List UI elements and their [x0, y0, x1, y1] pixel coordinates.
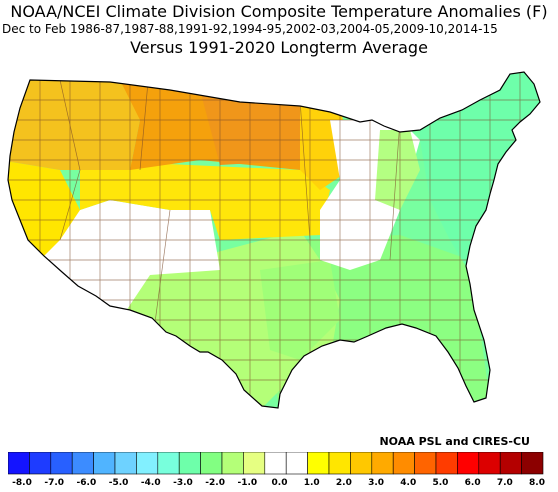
colorbar-swatch — [114, 452, 137, 475]
colorbar-swatch — [371, 452, 394, 475]
colorbar-swatch — [457, 452, 480, 475]
region-michigan — [375, 130, 420, 210]
colorbar-swatch — [521, 452, 544, 475]
colorbar-label: -7.0 — [44, 478, 64, 488]
colorbar-swatch — [50, 452, 73, 475]
colorbar-label: 2.0 — [336, 478, 352, 488]
colorbar-swatch — [221, 452, 244, 475]
map-subtitle-baseline: Versus 1991-2020 Longterm Average — [130, 38, 428, 57]
colorbar-swatch — [392, 452, 415, 475]
colorbar-swatch — [499, 452, 522, 475]
colorbar-label: -8.0 — [12, 478, 32, 488]
colorbar-label: 7.0 — [497, 478, 513, 488]
colorbar-swatch — [93, 452, 116, 475]
colorbar-swatch — [8, 452, 30, 475]
credit-label: NOAA PSL and CIRES-CU — [379, 435, 530, 448]
colorbar-swatch — [435, 452, 458, 475]
colorbar-label: -5.0 — [109, 478, 129, 488]
colorbar-swatch — [29, 452, 52, 475]
colorbar-swatch — [350, 452, 373, 475]
colorbar-swatch — [178, 452, 201, 475]
colorbar-label: 6.0 — [465, 478, 481, 488]
map-subtitle-years: Dec to Feb 1986-87,1987-88,1991-92,1994-… — [2, 22, 498, 36]
colorbar-swatch — [478, 452, 501, 475]
colorbar-label: -6.0 — [77, 478, 97, 488]
colorbar-swatch — [243, 452, 266, 475]
map-title: NOAA/NCEI Climate Division Composite Tem… — [10, 2, 548, 21]
colorbar-swatch — [264, 452, 287, 475]
colorbar-swatch — [414, 452, 437, 475]
colorbar-label: 3.0 — [368, 478, 384, 488]
colorbar-label: 4.0 — [400, 478, 416, 488]
colorbar-swatch — [285, 452, 308, 475]
colorbar-swatch — [328, 452, 351, 475]
colorbar: -8.0 -7.0 -6.0 -5.0 -4.0 -3.0 -2.0 -1.0 0.0 1.0 2.… — [8, 452, 545, 488]
region-south-central — [260, 260, 340, 360]
colorbar-label: -3.0 — [173, 478, 193, 488]
region-northern-plains — [200, 90, 310, 165]
colorbar-label: -4.0 — [141, 478, 161, 488]
colorbar-label: 5.0 — [432, 478, 448, 488]
colorbar-swatch — [136, 452, 159, 475]
colorbar-label: 1.0 — [304, 478, 320, 488]
colorbar-swatch — [157, 452, 180, 475]
colorbar-swatch — [307, 452, 330, 475]
colorbar-swatch — [71, 452, 94, 475]
colorbar-label: -1.0 — [237, 478, 257, 488]
colorbar-swatch — [200, 452, 223, 475]
colorbar-label: 8.0 — [529, 478, 545, 488]
colorbar-label: 0.0 — [272, 478, 288, 488]
us-climate-division-map — [7, 71, 541, 409]
colorbar-label: -2.0 — [205, 478, 225, 488]
